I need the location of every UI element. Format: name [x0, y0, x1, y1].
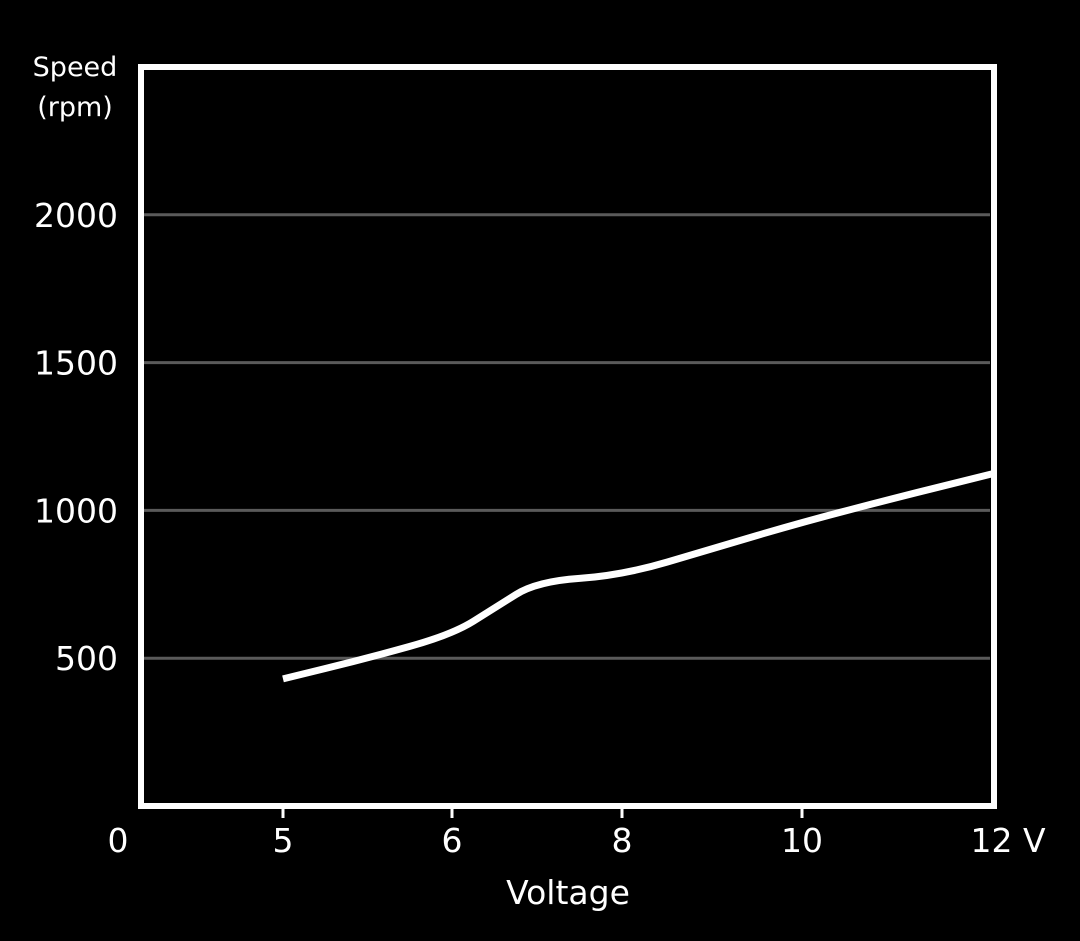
x-tick-label-5: 12 V — [970, 821, 1045, 860]
x-tick-label-1: 5 — [273, 821, 294, 860]
x-ticks: 0 5 6 8 10 12 V — [108, 806, 1046, 860]
y-tick-label-1000: 1000 — [34, 491, 118, 530]
x-tick-label-3: 8 — [612, 821, 633, 860]
x-axis-label: Voltage — [506, 873, 630, 912]
x-tick-label-0: 0 — [108, 821, 129, 860]
series-line-0 — [282, 470, 995, 683]
y-tick-label-1500: 1500 — [34, 344, 118, 383]
y-ticks: 500 1000 1500 2000 — [34, 196, 118, 678]
gridlines — [144, 213, 990, 660]
x-tick-label-2: 6 — [442, 821, 463, 860]
y-axis-label-line1: Speed — [33, 52, 118, 83]
plot-frame — [138, 64, 997, 809]
y-tick-label-500: 500 — [55, 639, 118, 678]
y-axis-label-line2: (rpm) — [37, 92, 113, 123]
series-layer — [282, 470, 995, 683]
x-tick-label-4: 10 — [781, 821, 823, 860]
y-tick-label-2000: 2000 — [34, 196, 118, 235]
